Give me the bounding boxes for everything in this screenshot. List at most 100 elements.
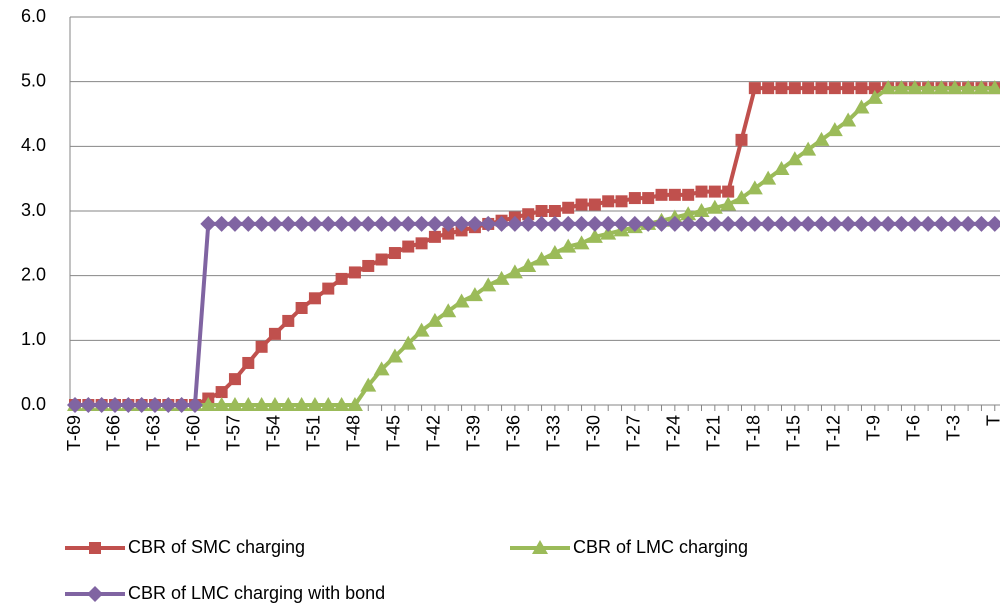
marker bbox=[693, 215, 710, 232]
marker bbox=[575, 198, 588, 211]
marker bbox=[402, 240, 415, 253]
x-tick-label: T-45 bbox=[384, 415, 404, 451]
marker bbox=[453, 293, 470, 308]
marker bbox=[333, 215, 350, 232]
marker bbox=[642, 192, 655, 205]
marker bbox=[280, 397, 297, 411]
marker bbox=[400, 335, 417, 350]
marker bbox=[440, 303, 457, 318]
x-tick-label: T-18 bbox=[744, 415, 764, 451]
marker bbox=[453, 215, 470, 232]
y-tick-label: 2.0 bbox=[21, 264, 46, 284]
marker bbox=[828, 82, 841, 95]
marker bbox=[588, 198, 601, 211]
marker bbox=[973, 215, 990, 232]
marker bbox=[520, 257, 537, 272]
legend-label: CBR of LMC charging with bond bbox=[128, 583, 385, 603]
marker bbox=[546, 215, 563, 232]
marker bbox=[746, 180, 763, 195]
y-tick-label: 4.0 bbox=[21, 135, 46, 155]
marker bbox=[653, 215, 670, 232]
marker bbox=[946, 80, 963, 95]
marker bbox=[720, 196, 737, 211]
marker bbox=[522, 208, 535, 221]
marker bbox=[333, 397, 350, 411]
marker bbox=[706, 215, 723, 232]
marker bbox=[813, 215, 830, 232]
marker bbox=[133, 397, 150, 413]
marker bbox=[906, 80, 923, 95]
marker bbox=[800, 141, 817, 156]
marker bbox=[466, 287, 483, 302]
marker bbox=[346, 397, 363, 411]
marker bbox=[760, 215, 777, 232]
marker bbox=[733, 215, 750, 232]
marker bbox=[87, 586, 103, 602]
x-tick-label: T-12 bbox=[824, 415, 844, 451]
marker bbox=[840, 215, 857, 232]
x-tick-label: T-6 bbox=[904, 415, 924, 441]
marker bbox=[815, 82, 828, 95]
marker bbox=[866, 215, 883, 232]
marker bbox=[560, 238, 577, 253]
marker bbox=[253, 215, 270, 232]
x-tick-label: T-39 bbox=[464, 415, 484, 451]
marker bbox=[413, 322, 430, 337]
marker bbox=[628, 192, 641, 205]
x-tick-label: T-27 bbox=[624, 415, 644, 451]
marker bbox=[506, 215, 523, 232]
marker bbox=[160, 397, 177, 413]
marker bbox=[573, 215, 590, 232]
x-tick-label: T-69 bbox=[64, 415, 84, 451]
x-tick-label: T-57 bbox=[224, 415, 244, 451]
marker bbox=[532, 540, 548, 554]
marker bbox=[708, 185, 721, 198]
marker bbox=[335, 272, 348, 285]
marker bbox=[760, 170, 777, 185]
x-tick-label: T-51 bbox=[304, 415, 324, 451]
marker bbox=[506, 264, 523, 279]
marker bbox=[868, 82, 881, 95]
marker bbox=[480, 215, 497, 232]
marker bbox=[268, 327, 281, 340]
marker bbox=[213, 397, 230, 411]
marker bbox=[373, 361, 390, 376]
x-tick-label: T-66 bbox=[104, 415, 124, 451]
marker bbox=[535, 205, 548, 217]
legend-label: CBR of SMC charging bbox=[128, 537, 305, 557]
marker bbox=[920, 80, 937, 95]
marker bbox=[933, 215, 950, 232]
marker bbox=[615, 195, 628, 208]
legend-label: CBR of LMC charging bbox=[573, 537, 748, 557]
marker bbox=[586, 228, 603, 243]
marker bbox=[226, 215, 243, 232]
marker bbox=[442, 227, 455, 240]
marker bbox=[586, 215, 603, 232]
series-line bbox=[75, 86, 995, 407]
marker bbox=[666, 215, 683, 232]
marker bbox=[280, 215, 297, 232]
marker bbox=[146, 397, 163, 413]
marker bbox=[826, 122, 843, 137]
marker bbox=[306, 215, 323, 232]
marker bbox=[866, 89, 883, 104]
x-tick-label: T-42 bbox=[424, 415, 444, 451]
marker bbox=[426, 312, 443, 327]
marker bbox=[960, 80, 977, 95]
marker bbox=[173, 397, 190, 413]
x-tick-label: T-9 bbox=[864, 415, 884, 441]
marker bbox=[93, 397, 110, 413]
marker bbox=[706, 199, 723, 214]
marker bbox=[215, 386, 228, 399]
marker bbox=[546, 245, 563, 260]
marker bbox=[562, 201, 575, 214]
marker bbox=[813, 131, 830, 146]
marker bbox=[266, 397, 283, 411]
marker bbox=[600, 225, 617, 240]
x-tick-label: T-15 bbox=[784, 415, 804, 451]
marker bbox=[880, 215, 897, 232]
marker bbox=[842, 82, 855, 95]
marker bbox=[668, 188, 681, 201]
marker bbox=[322, 282, 335, 295]
marker bbox=[228, 373, 241, 386]
